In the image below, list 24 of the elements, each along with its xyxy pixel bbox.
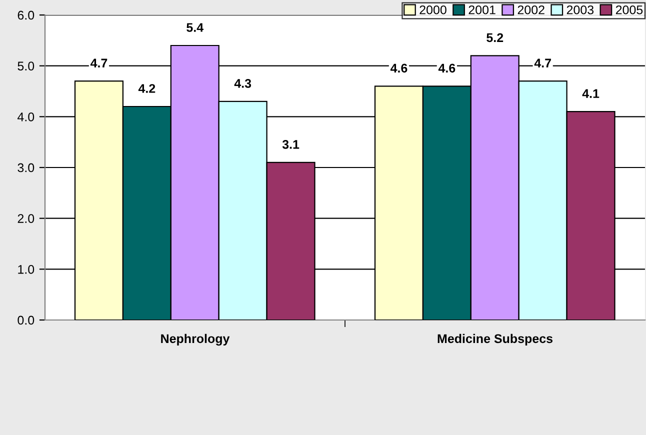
data-label: 4.1	[582, 89, 600, 98]
legend-label: 2001	[468, 5, 496, 14]
y-tick-label: 5.0	[18, 62, 34, 70]
data-label: 4.6	[390, 64, 408, 73]
y-tick-label: 2.0	[18, 214, 34, 223]
legend-label: 2005	[616, 5, 643, 14]
data-label: 4.2	[138, 84, 156, 93]
data-label: 4.7	[90, 58, 108, 68]
y-tick-label: 6.0	[18, 10, 34, 20]
data-label: 5.2	[486, 33, 504, 42]
legend-label: 2000	[420, 5, 446, 14]
y-tick-label: 3.0	[18, 163, 34, 172]
y-tick-label: 4.0	[17, 112, 34, 122]
data-label: 3.1	[282, 140, 300, 149]
y-tick-label: 1.0	[18, 264, 34, 274]
x-tick-label: Nephrology	[161, 334, 230, 346]
x-tick-label: Medicine Subspecs	[438, 334, 552, 346]
legend-label: 2003	[566, 5, 594, 14]
data-label: 5.4	[186, 23, 204, 32]
data-label: 4.3	[234, 78, 252, 88]
y-tick-label: 0.0	[18, 316, 34, 325]
data-label: 4.7	[534, 58, 551, 68]
legend-label: 2002	[518, 5, 544, 14]
data-label: 4.6	[438, 64, 456, 73]
